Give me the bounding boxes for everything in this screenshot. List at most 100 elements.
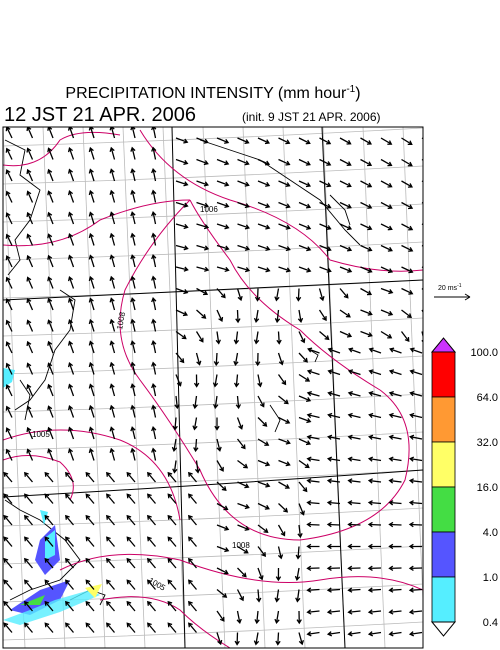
wind-arrow bbox=[298, 503, 305, 516]
wind-arrow bbox=[360, 180, 373, 188]
wind-arrow bbox=[368, 434, 382, 440]
wind-arrow bbox=[109, 275, 116, 289]
parallel bbox=[3, 545, 423, 565]
wind-arrow bbox=[347, 478, 361, 484]
wind-arrow bbox=[388, 543, 402, 550]
wind-arrow bbox=[380, 266, 394, 274]
wind-arrow bbox=[109, 146, 116, 160]
wind-arrow bbox=[195, 352, 202, 366]
wind-arrow bbox=[130, 404, 136, 418]
wind-arrow bbox=[85, 622, 95, 633]
wind-arrow bbox=[254, 288, 261, 302]
colorbar-over bbox=[430, 337, 457, 353]
wind-arrow bbox=[306, 412, 320, 419]
wind-arrow bbox=[257, 524, 269, 533]
wind-arrow bbox=[295, 589, 301, 603]
wind-arrow bbox=[319, 223, 332, 231]
wind-arrow bbox=[175, 352, 185, 364]
wind-arrow bbox=[47, 211, 54, 225]
wind-arrow bbox=[276, 331, 282, 345]
wind-arrow bbox=[367, 631, 382, 637]
wind-arrow bbox=[298, 481, 308, 493]
wind-arrow bbox=[175, 244, 189, 251]
wind-arrow bbox=[236, 438, 246, 450]
wind-arrow bbox=[44, 557, 54, 569]
wind-arrow bbox=[347, 369, 361, 376]
wind-arrow bbox=[47, 297, 54, 311]
wind-arrow bbox=[347, 434, 361, 440]
wind-arrow bbox=[215, 331, 221, 345]
wind-arrow bbox=[24, 600, 33, 612]
wind-arrow bbox=[319, 266, 332, 273]
wind-arrow bbox=[360, 309, 373, 316]
wind-arrow bbox=[380, 180, 393, 188]
wind-arrow bbox=[327, 347, 341, 354]
wind-arrow bbox=[24, 493, 33, 504]
wind-arrow bbox=[88, 254, 95, 268]
wind-arrow bbox=[147, 622, 156, 633]
wind-arrow bbox=[67, 383, 75, 397]
colorbar-label: 32.0 bbox=[477, 437, 498, 449]
wind-arrow bbox=[255, 352, 261, 367]
wind-arrow bbox=[151, 383, 157, 397]
wind-arrow bbox=[88, 426, 95, 440]
wind-arrow bbox=[26, 211, 34, 225]
wind-arrow bbox=[188, 514, 197, 526]
wind-arrow bbox=[257, 374, 263, 388]
wind-arrow bbox=[319, 158, 332, 166]
wind-arrow bbox=[389, 347, 402, 354]
wind-arrow bbox=[147, 514, 156, 526]
wind-arrow bbox=[88, 383, 95, 397]
wind-arrow bbox=[388, 478, 402, 484]
wind-arrow bbox=[47, 190, 54, 203]
wind-arrow bbox=[216, 180, 230, 187]
isobar-label: 1008 bbox=[232, 541, 250, 550]
wind-arrow bbox=[151, 168, 157, 182]
wind-arrow bbox=[326, 456, 341, 462]
wind-arrow bbox=[421, 158, 423, 161]
wind-arrow bbox=[388, 587, 402, 593]
wind-arrow bbox=[327, 434, 341, 440]
vector-scale-label: 20 ms-1 bbox=[438, 283, 462, 292]
wind-arrow bbox=[294, 567, 301, 582]
parallel bbox=[3, 507, 423, 527]
wind-arrow bbox=[65, 622, 74, 633]
wind-arrow bbox=[278, 459, 291, 467]
wind-arrow bbox=[24, 471, 33, 483]
wind-arrow bbox=[126, 600, 136, 612]
wind-arrow bbox=[367, 587, 382, 593]
vector-scale-superscript: -1 bbox=[457, 283, 462, 289]
colorbar-label: 4.0 bbox=[483, 527, 498, 539]
wind-arrow bbox=[67, 233, 75, 246]
isobar-label: 1005 bbox=[147, 576, 167, 593]
wind-arrow bbox=[65, 557, 74, 569]
wind-arrow bbox=[216, 610, 225, 622]
wind-arrow bbox=[409, 347, 423, 354]
wind-arrow bbox=[47, 254, 54, 268]
colorbar-band bbox=[431, 351, 456, 398]
wind-arrow bbox=[216, 632, 223, 646]
wind-arrow bbox=[216, 460, 224, 472]
wind-arrow bbox=[298, 244, 312, 252]
wind-arrow bbox=[88, 297, 95, 311]
wind-arrow bbox=[297, 524, 303, 539]
wind-arrow bbox=[306, 369, 320, 376]
wind-arrow bbox=[409, 391, 423, 397]
wind-arrow bbox=[306, 456, 320, 462]
parallel bbox=[3, 165, 423, 185]
wind-arrow bbox=[388, 456, 402, 462]
wind-arrow bbox=[421, 331, 423, 343]
precipitation bbox=[3, 368, 102, 625]
wind-arrow bbox=[3, 493, 13, 504]
wind-arrow bbox=[85, 536, 95, 547]
wind-arrow bbox=[216, 137, 230, 144]
wind-arrow bbox=[348, 347, 361, 354]
wind-arrow bbox=[237, 524, 250, 531]
wind-arrow bbox=[196, 158, 209, 166]
wind-arrow bbox=[109, 383, 116, 397]
wind-arrow bbox=[26, 190, 34, 203]
wind-arrow bbox=[126, 514, 136, 526]
wind-arrow bbox=[196, 287, 209, 296]
meridian bbox=[202, 127, 226, 648]
wind-arrow bbox=[347, 543, 361, 550]
